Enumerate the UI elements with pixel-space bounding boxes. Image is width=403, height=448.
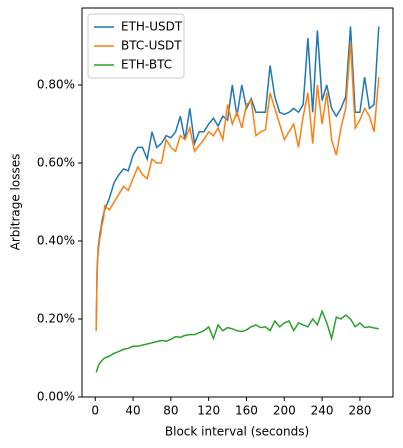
legend-label: BTC-USDT bbox=[121, 39, 182, 53]
x-axis-label: Block interval (seconds) bbox=[165, 425, 309, 439]
x-tick-label: 0 bbox=[91, 404, 99, 418]
y-tick-label: 0.40% bbox=[37, 234, 75, 248]
x-tick-label: 280 bbox=[348, 404, 371, 418]
data-line bbox=[95, 26, 380, 331]
x-tick-label: 120 bbox=[197, 404, 220, 418]
y-tick-label: 0.00% bbox=[37, 390, 75, 404]
legend-label: ETH-BTC bbox=[121, 58, 172, 72]
y-tick-label: 0.60% bbox=[37, 156, 75, 170]
legend-label: ETH-USDT bbox=[121, 20, 183, 34]
x-tick-label: 200 bbox=[273, 404, 296, 418]
legend-box bbox=[87, 13, 185, 79]
data-line bbox=[95, 309, 379, 373]
x-tick-label: 160 bbox=[235, 404, 258, 418]
x-tick-label: 240 bbox=[311, 404, 334, 418]
y-tick-label: 0.80% bbox=[37, 78, 75, 92]
y-tick-label: 0.20% bbox=[37, 312, 75, 326]
plot-frame bbox=[81, 7, 394, 398]
x-tick-label: 80 bbox=[163, 404, 178, 418]
x-tick-label: 40 bbox=[125, 404, 140, 418]
data-line bbox=[95, 42, 380, 331]
y-axis-label: Arbitrage losses bbox=[9, 154, 23, 251]
